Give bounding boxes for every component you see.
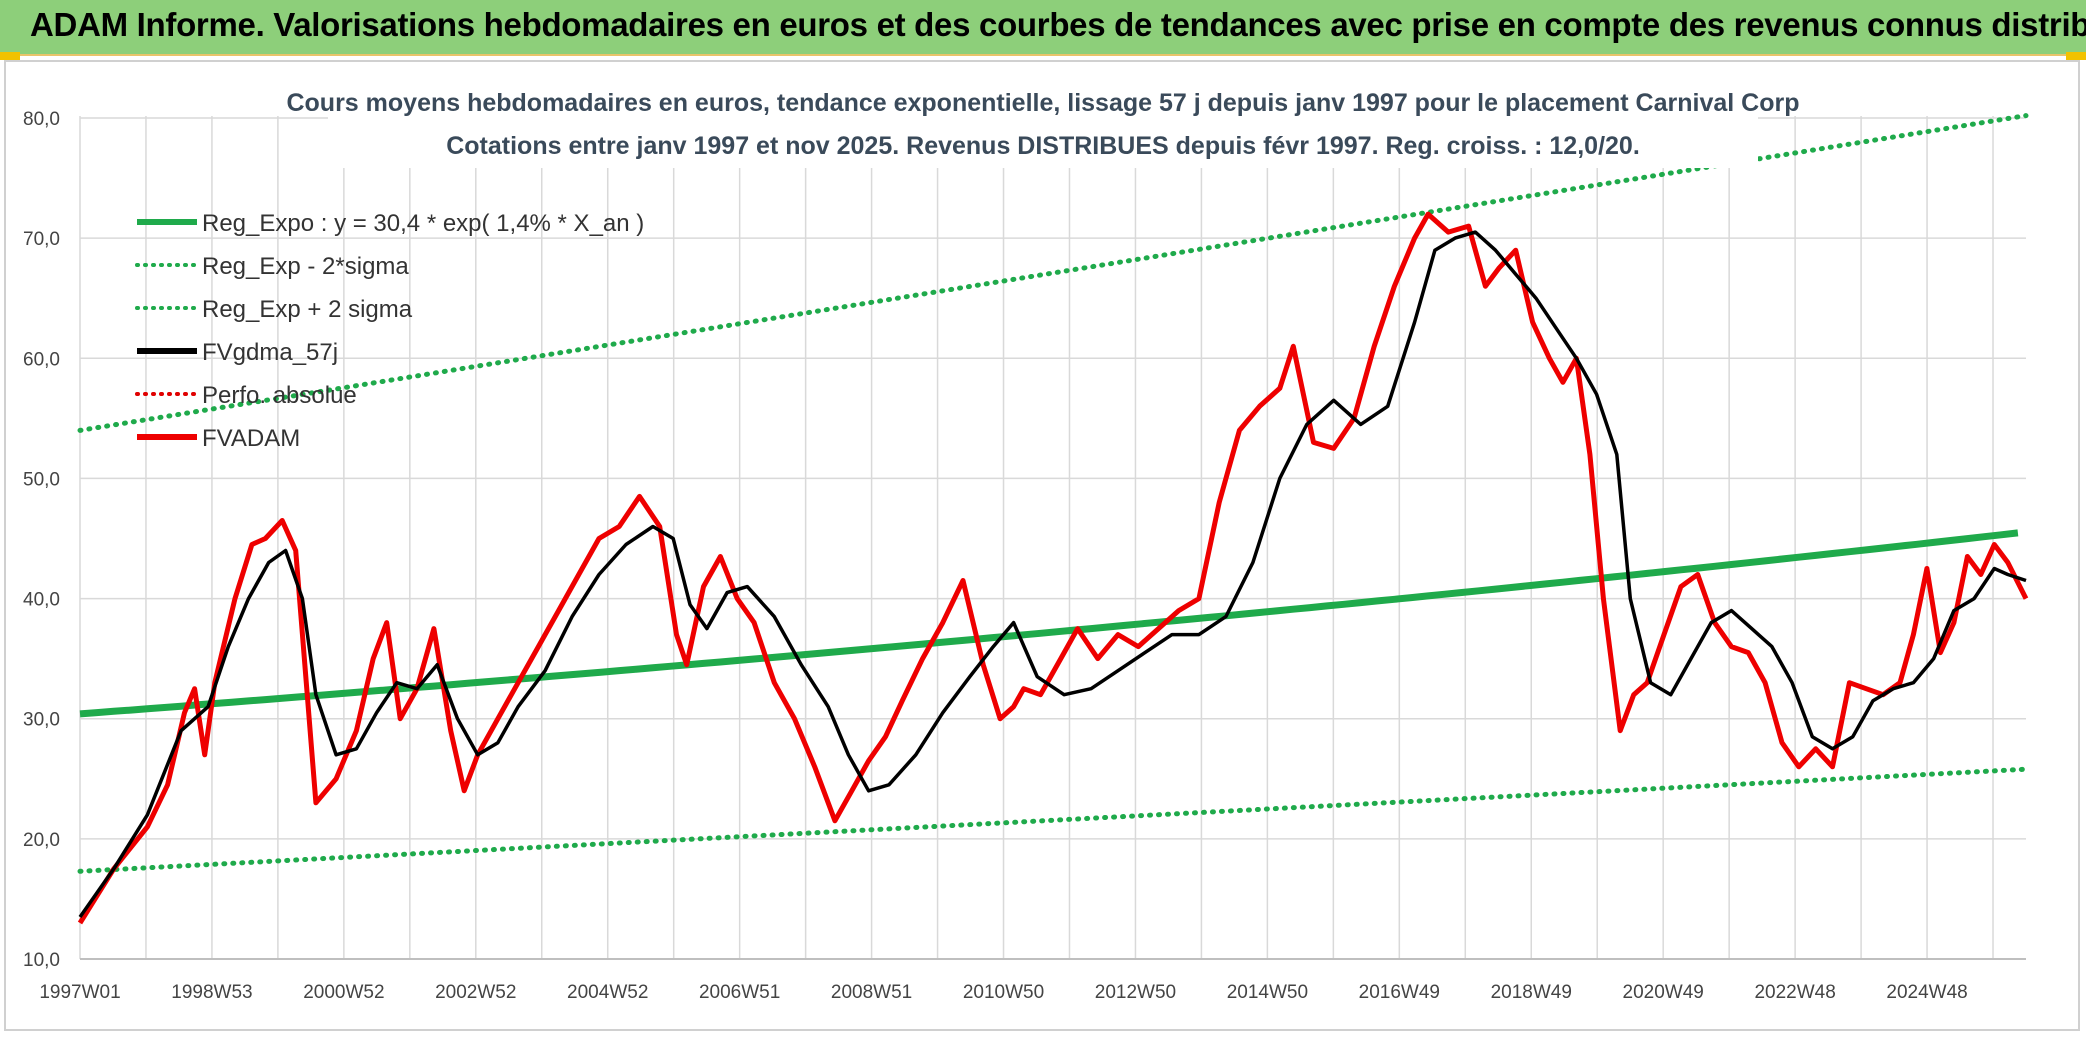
page-title: ADAM Informe. Valorisations hebdomadaire…	[30, 6, 2086, 43]
y-tick-label: 60,0	[23, 349, 60, 370]
regression-lines	[77, 113, 2029, 874]
x-tick-label: 2008W51	[831, 982, 912, 1003]
series-reg-expo	[79, 529, 2019, 718]
legend: Reg_Expo : y = 30,4 * exp( 1,4% * X_an )…	[135, 210, 644, 452]
title-background	[328, 88, 1758, 168]
y-tick-label: 70,0	[23, 229, 60, 250]
legend-label: Reg_Exp - 2*sigma	[202, 253, 409, 280]
x-tick-label: 2004W52	[567, 982, 648, 1003]
header-banner: ADAM Informe. Valorisations hebdomadaire…	[0, 0, 2086, 56]
y-tick-label: 30,0	[23, 710, 60, 731]
x-tick-label: 1997W01	[39, 982, 120, 1003]
y-tick-label: 10,0	[23, 950, 60, 971]
legend-label: Perfo. absolue	[202, 382, 357, 409]
y-tick-label: 40,0	[23, 590, 60, 611]
corner-marker-right	[2066, 52, 2086, 60]
x-tick-label: 2024W48	[1886, 982, 1967, 1003]
y-axis: 10,0 20,0 30,0 40,0 50,0 60,0 70,0 80,0	[23, 109, 60, 971]
legend-label: Reg_Expo : y = 30,4 * exp( 1,4% * X_an )	[202, 210, 644, 237]
x-axis: 1997W01 1998W53 2000W52 2002W52 2004W52 2006W…	[39, 982, 1967, 1003]
x-tick-label: 2010W50	[963, 982, 1044, 1003]
series-lines	[77, 211, 2029, 925]
y-tick-label: 80,0	[23, 109, 60, 130]
x-tick-label: 2000W52	[303, 982, 384, 1003]
x-tick-label: 2006W51	[699, 982, 780, 1003]
legend-label: Reg_Exp + 2 sigma	[202, 296, 413, 323]
x-tick-label: 2018W49	[1491, 982, 1572, 1003]
x-tick-label: 2016W49	[1359, 982, 1440, 1003]
chart-title-line-2: Cotations entre janv 1997 et nov 2025. R…	[446, 132, 1640, 160]
series-fvadam	[77, 211, 2029, 925]
y-tick-label: 50,0	[23, 469, 60, 490]
corner-marker-left	[0, 52, 20, 60]
chart-title-line-1: Cours moyens hebdomadaires en euros, ten…	[286, 89, 1799, 117]
legend-label: FVgdma_57j	[202, 339, 338, 366]
legend-label: FVADAM	[202, 425, 300, 452]
x-tick-label: 2012W50	[1095, 982, 1176, 1003]
chart-grid	[79, 116, 2026, 960]
x-tick-label: 2014W50	[1227, 982, 1308, 1003]
y-tick-label: 20,0	[23, 830, 60, 851]
series-fvgdma-57j	[78, 230, 2027, 919]
x-tick-label: 1998W53	[171, 982, 252, 1003]
x-tick-label: 2002W52	[435, 982, 516, 1003]
chart-frame	[4, 60, 2080, 1031]
x-tick-label: 2022W48	[1754, 982, 1835, 1003]
series-reg-minus-2sigma	[77, 766, 2029, 874]
x-tick-label: 2020W49	[1623, 982, 1704, 1003]
